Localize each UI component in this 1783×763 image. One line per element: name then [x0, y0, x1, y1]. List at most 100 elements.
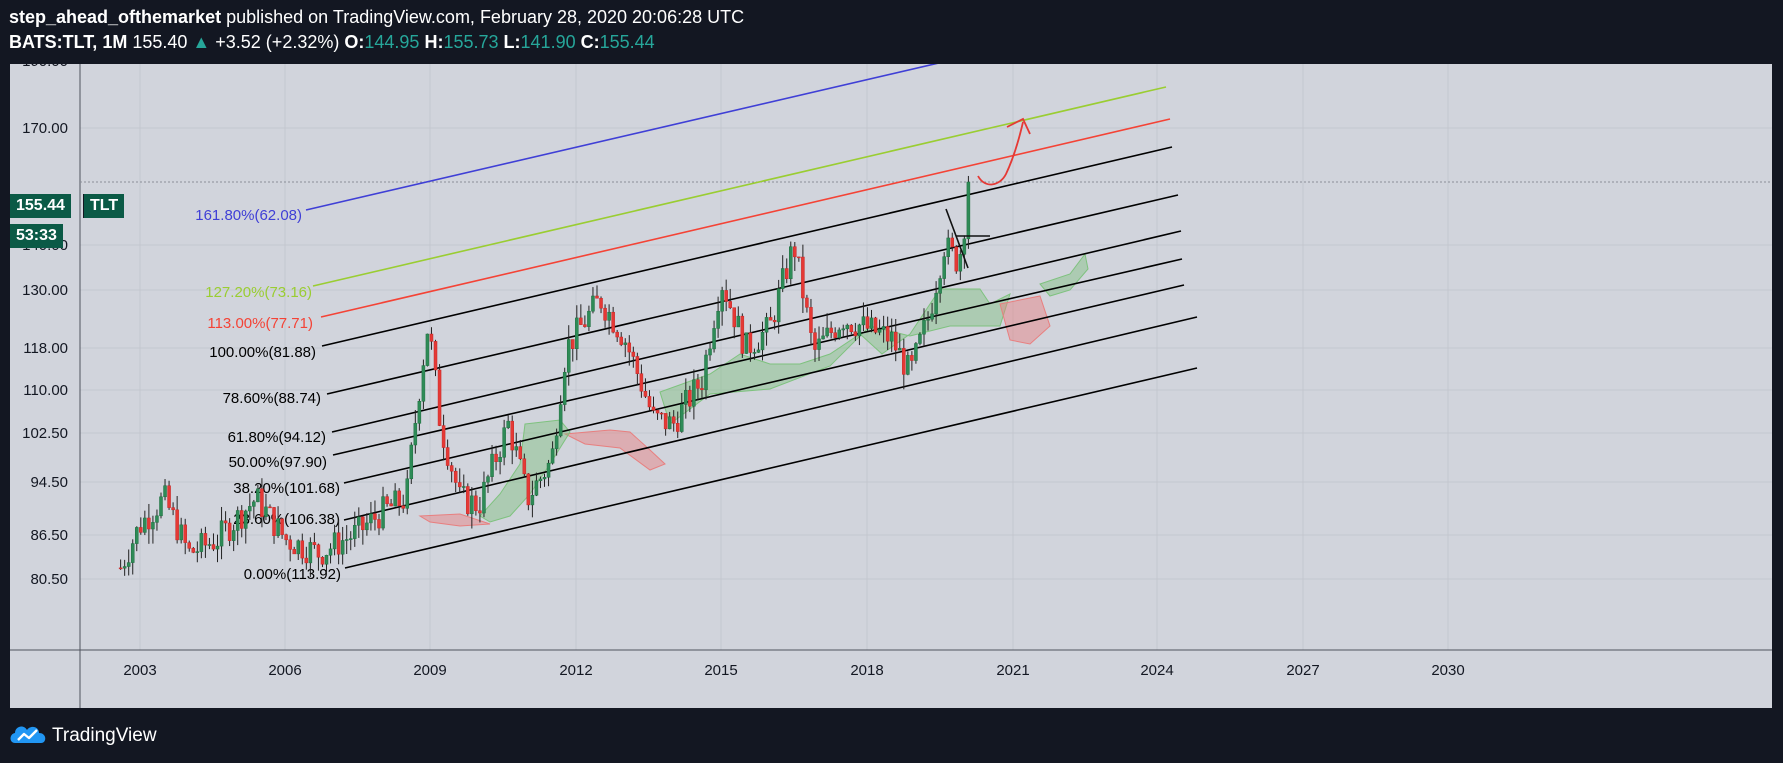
candle-body	[397, 490, 401, 506]
candle-body	[825, 327, 829, 337]
candle-body	[675, 423, 680, 432]
candle-body	[316, 544, 321, 558]
ohlc-legend: BATS:TLT, 1M 155.40 ▲ +3.52 (+2.32%) O:1…	[9, 32, 655, 53]
candle-body	[954, 246, 959, 272]
candle-body	[139, 527, 143, 533]
candle-body	[805, 297, 809, 308]
last-price: 155.40	[132, 32, 188, 52]
chart-header: step_ahead_ofthemarket published on Trad…	[0, 0, 1783, 64]
price-chart[interactable]: 190.00170.00140.00130.00118.00110.00102.…	[10, 64, 1772, 708]
bar-countdown: 53:33	[16, 227, 57, 244]
candle-body	[583, 324, 587, 327]
candle-body	[550, 448, 555, 464]
candle-body	[296, 540, 301, 555]
ichimoku-cloud-bear	[999, 295, 1051, 345]
ichimoku-cloud-bear	[418, 513, 491, 527]
candle-body	[191, 548, 196, 553]
candle-body	[817, 338, 821, 350]
candle-body	[655, 410, 660, 414]
symbol-label[interactable]: BATS:TLT, 1M	[9, 32, 128, 52]
candle-body	[183, 524, 187, 543]
candle-body	[611, 311, 615, 333]
candle-body	[615, 331, 619, 338]
fib-channel-line	[332, 258, 1183, 456]
candle-body	[789, 246, 793, 279]
candle-body	[409, 444, 414, 480]
candle-body	[268, 506, 272, 509]
candle-body	[449, 465, 454, 472]
candle-body	[659, 412, 664, 415]
candle-body	[861, 316, 866, 326]
x-tick-label: 2009	[413, 662, 446, 679]
candle-body	[179, 524, 183, 541]
candle-body	[716, 310, 720, 329]
candle-body	[732, 307, 737, 328]
fib-level-label: 113.00%(77.71)	[207, 315, 313, 332]
candle-body	[244, 510, 248, 529]
candle-body	[740, 315, 745, 354]
ticker-badge: TLT	[83, 194, 125, 218]
high-value: 155.73	[443, 32, 499, 52]
candle-body	[873, 317, 878, 333]
candle-body	[558, 404, 563, 437]
candle-body	[514, 446, 519, 451]
candle-body	[752, 352, 757, 354]
candle-body	[151, 522, 155, 530]
candle-body	[219, 520, 224, 547]
candle-body	[122, 566, 127, 569]
candle-body	[942, 256, 946, 279]
candle-body	[239, 510, 244, 529]
candle-body	[542, 477, 547, 480]
candle-body	[784, 268, 789, 279]
candle-body	[227, 522, 232, 541]
candle-body	[252, 501, 256, 507]
candle-body	[502, 427, 506, 458]
candle-body	[546, 462, 551, 478]
candle-body	[845, 324, 850, 330]
candle-body	[599, 298, 603, 309]
y-tick-label: 118.00	[23, 340, 68, 357]
candle-body	[405, 478, 410, 509]
candle-body	[276, 518, 280, 536]
candle-body	[518, 446, 523, 459]
author-name[interactable]: step_ahead_ofthemarket	[9, 7, 222, 27]
low-value: 141.90	[520, 32, 576, 52]
candle-body	[881, 326, 886, 330]
candle-body	[566, 339, 571, 373]
candle-body	[474, 495, 478, 511]
candle-body	[797, 256, 801, 259]
candle-body	[869, 317, 874, 329]
candle-body	[591, 295, 595, 312]
candle-body	[320, 556, 325, 565]
candle-body	[700, 388, 704, 391]
publish-info: step_ahead_ofthemarket published on Trad…	[9, 7, 744, 28]
candle-body	[284, 534, 288, 541]
candle-body	[413, 423, 418, 446]
chart-area[interactable]: 190.00170.00140.00130.00118.00110.00102.…	[10, 64, 1772, 708]
projection-arrowhead	[1006, 117, 1031, 135]
candle-body	[385, 496, 389, 504]
price-change: +3.52 (+2.32%)	[215, 32, 340, 52]
candle-body	[946, 237, 950, 257]
candle-body	[728, 301, 732, 308]
candle-body	[389, 503, 393, 507]
brand-name[interactable]: TradingView	[52, 725, 157, 746]
tradingview-cloud-icon[interactable]	[9, 721, 49, 745]
y-tick-label: 86.50	[30, 527, 68, 544]
candle-body	[482, 481, 486, 514]
candle-body	[490, 453, 494, 477]
candle-body	[126, 562, 131, 567]
candle-body	[288, 539, 292, 550]
candle-body	[522, 458, 527, 475]
candle-body	[437, 369, 442, 426]
x-tick-label: 2003	[123, 662, 156, 679]
fib-level-label: 0.00%(113.92)	[244, 566, 341, 583]
candle-body	[922, 320, 926, 335]
candle-body	[768, 317, 773, 321]
candle-body	[647, 396, 652, 408]
x-tick-label: 2006	[268, 662, 301, 679]
candle-body	[312, 542, 317, 546]
low-label: L:	[503, 32, 521, 52]
fib-level-label: 38.20%(101.68)	[233, 480, 340, 497]
candle-body	[260, 488, 264, 517]
